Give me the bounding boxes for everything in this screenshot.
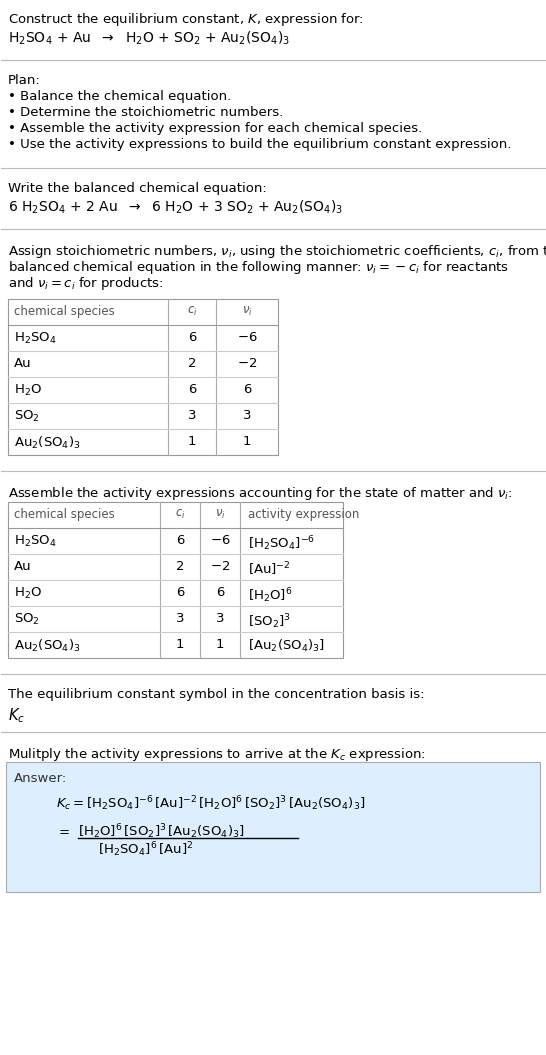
- Text: $\mathrm{H_2SO_4}$: $\mathrm{H_2SO_4}$: [14, 534, 57, 549]
- Text: 2: 2: [188, 357, 196, 370]
- Text: Au: Au: [14, 560, 32, 573]
- Text: $\mathrm{Au_2(SO_4)_3}$: $\mathrm{Au_2(SO_4)_3}$: [14, 435, 81, 452]
- Text: $-6$: $-6$: [210, 534, 230, 546]
- Text: 6: 6: [176, 586, 184, 599]
- Text: Write the balanced chemical equation:: Write the balanced chemical equation:: [8, 183, 267, 195]
- Text: $-6$: $-6$: [237, 331, 257, 344]
- Text: Plan:: Plan:: [8, 74, 41, 87]
- Text: balanced chemical equation in the following manner: $\nu_i = -c_i$ for reactants: balanced chemical equation in the follow…: [8, 258, 509, 276]
- Text: • Balance the chemical equation.: • Balance the chemical equation.: [8, 90, 232, 103]
- Text: $-2$: $-2$: [210, 560, 230, 573]
- Bar: [6, 762, 540, 891]
- Text: $[\mathrm{H_2O}]^{6}$: $[\mathrm{H_2O}]^{6}$: [248, 586, 293, 605]
- Text: $c_i$: $c_i$: [175, 509, 185, 521]
- Text: 1: 1: [176, 638, 184, 651]
- Text: Assemble the activity expressions accounting for the state of matter and $\nu_i$: Assemble the activity expressions accoun…: [8, 485, 513, 502]
- Text: chemical species: chemical species: [14, 305, 115, 318]
- Text: Mulitply the activity expressions to arrive at the $K_c$ expression:: Mulitply the activity expressions to arr…: [8, 746, 426, 763]
- Text: activity expression: activity expression: [248, 509, 359, 521]
- Bar: [8, 502, 343, 658]
- Text: $[\mathrm{H_2SO_4}]^{-6}$: $[\mathrm{H_2SO_4}]^{-6}$: [248, 534, 315, 553]
- Text: $[\mathrm{Au}]^{-2}$: $[\mathrm{Au}]^{-2}$: [248, 560, 290, 577]
- Text: $\mathrm{Au_2(SO_4)_3}$: $\mathrm{Au_2(SO_4)_3}$: [14, 638, 81, 654]
- Text: $\mathrm{H_2O}$: $\mathrm{H_2O}$: [14, 586, 42, 601]
- Text: $\mathrm{SO_2}$: $\mathrm{SO_2}$: [14, 409, 40, 424]
- Text: 1: 1: [243, 435, 251, 448]
- Text: $[\mathrm{H_2SO_4}]^{6}\,[\mathrm{Au}]^{2}$: $[\mathrm{H_2SO_4}]^{6}\,[\mathrm{Au}]^{…: [98, 840, 193, 859]
- Text: and $\nu_i = c_i$ for products:: and $\nu_i = c_i$ for products:: [8, 275, 164, 292]
- Text: 3: 3: [243, 409, 251, 422]
- Text: 2: 2: [176, 560, 184, 573]
- Text: • Determine the stoichiometric numbers.: • Determine the stoichiometric numbers.: [8, 106, 283, 119]
- Text: chemical species: chemical species: [14, 509, 115, 521]
- Text: $K_c$: $K_c$: [8, 706, 25, 725]
- Text: $\mathrm{H_2SO_4}$: $\mathrm{H_2SO_4}$: [14, 331, 57, 346]
- Text: Answer:: Answer:: [14, 772, 67, 785]
- Text: $[\mathrm{H_2O}]^{6}\,[\mathrm{SO_2}]^{3}\,[\mathrm{Au_2(SO_4)_3}]$: $[\mathrm{H_2O}]^{6}\,[\mathrm{SO_2}]^{3…: [78, 822, 245, 841]
- Text: 3: 3: [188, 409, 196, 422]
- Text: 6: 6: [188, 331, 196, 344]
- Text: 3: 3: [176, 612, 184, 625]
- Text: $[\mathrm{SO_2}]^{3}$: $[\mathrm{SO_2}]^{3}$: [248, 612, 291, 631]
- Text: $\mathrm{SO_2}$: $\mathrm{SO_2}$: [14, 612, 40, 627]
- Text: $\nu_i$: $\nu_i$: [215, 509, 225, 521]
- Text: $K_c = [\mathrm{H_2SO_4}]^{-6}\,[\mathrm{Au}]^{-2}\,[\mathrm{H_2O}]^{6}\,[\mathr: $K_c = [\mathrm{H_2SO_4}]^{-6}\,[\mathrm…: [56, 794, 365, 812]
- Text: The equilibrium constant symbol in the concentration basis is:: The equilibrium constant symbol in the c…: [8, 688, 424, 701]
- Text: 6: 6: [176, 534, 184, 546]
- Text: $c_i$: $c_i$: [187, 305, 197, 319]
- Text: Au: Au: [14, 357, 32, 370]
- Text: Assign stoichiometric numbers, $\nu_i$, using the stoichiometric coefficients, $: Assign stoichiometric numbers, $\nu_i$, …: [8, 243, 546, 260]
- Text: 6 $\mathrm{H_2SO_4}$ + 2 Au  $\rightarrow$  6 $\mathrm{H_2O}$ + 3 $\mathrm{SO_2}: 6 $\mathrm{H_2SO_4}$ + 2 Au $\rightarrow…: [8, 199, 343, 216]
- Text: $\nu_i$: $\nu_i$: [241, 305, 252, 319]
- Text: $-2$: $-2$: [237, 357, 257, 370]
- Bar: [8, 299, 278, 455]
- Text: Construct the equilibrium constant, $K$, expression for:: Construct the equilibrium constant, $K$,…: [8, 11, 364, 28]
- Text: • Use the activity expressions to build the equilibrium constant expression.: • Use the activity expressions to build …: [8, 138, 512, 151]
- Text: 6: 6: [243, 383, 251, 396]
- Text: $\mathrm{H_2O}$: $\mathrm{H_2O}$: [14, 383, 42, 398]
- Text: 6: 6: [188, 383, 196, 396]
- Text: 6: 6: [216, 586, 224, 599]
- Text: $[\mathrm{Au_2(SO_4)_3}]$: $[\mathrm{Au_2(SO_4)_3}]$: [248, 638, 325, 654]
- Text: $\mathrm{H_2SO_4}$ + Au  $\rightarrow$  $\mathrm{H_2O}$ + $\mathrm{SO_2}$ + $\ma: $\mathrm{H_2SO_4}$ + Au $\rightarrow$ $\…: [8, 30, 290, 47]
- Text: $=$: $=$: [56, 824, 70, 837]
- Text: • Assemble the activity expression for each chemical species.: • Assemble the activity expression for e…: [8, 122, 422, 135]
- Text: 1: 1: [216, 638, 224, 651]
- Text: 3: 3: [216, 612, 224, 625]
- Text: 1: 1: [188, 435, 196, 448]
